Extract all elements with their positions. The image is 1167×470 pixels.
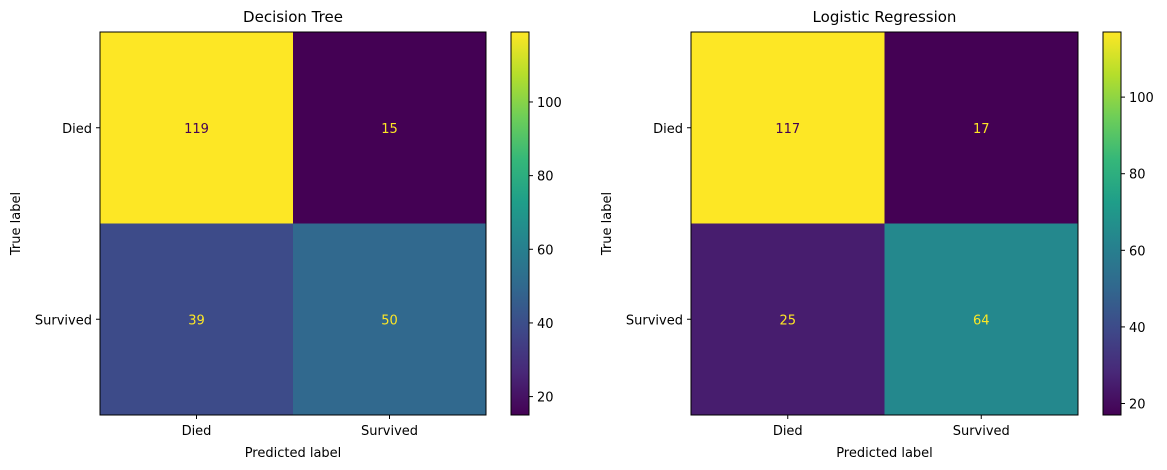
matrix-cell [884, 223, 1078, 415]
y-tick-label: Survived [626, 313, 683, 328]
colorbar [1102, 31, 1122, 416]
matrix-cell [293, 223, 486, 415]
plot-frame [99, 31, 487, 416]
colorbar-tick-label: 60 [537, 243, 554, 258]
cell-value-label: 119 [184, 122, 209, 137]
colorbar-tick-label: 100 [537, 96, 562, 111]
matrix-cell [884, 32, 1078, 224]
x-tick-label: Died [773, 424, 803, 439]
matrix-cell [100, 32, 293, 224]
cell-value-label: 64 [973, 313, 990, 328]
confusion-matrix-panel-2: 117 17 25 64 Died Survived Died Survived Logisti… [600, 8, 1154, 461]
cell-value-label: 117 [775, 122, 800, 137]
colorbar [510, 31, 530, 416]
colorbar-tick-label: 60 [1129, 244, 1146, 259]
chart-title: Logistic Regression [813, 8, 957, 26]
x-axis-label: Predicted label [836, 446, 933, 461]
y-axis-label: True label [9, 192, 24, 256]
y-tick-label: Died [653, 122, 683, 137]
colorbar-tick-label: 80 [537, 170, 554, 185]
x-tick-label: Survived [361, 424, 418, 439]
cell-value-label: 15 [381, 122, 398, 137]
cell-value-label: 50 [381, 313, 398, 328]
confusion-matrix-panel-1: 119 15 39 50 Died Survived Died Survived Decisio… [9, 8, 562, 461]
x-tick-label: Died [182, 424, 212, 439]
colorbar-tick-label: 40 [537, 317, 554, 332]
colorbar-tick-label: 40 [1129, 321, 1146, 336]
matrix-cell [293, 32, 486, 224]
cell-value-label: 17 [973, 122, 990, 137]
colorbar-tick-label: 20 [1129, 398, 1146, 413]
x-tick-label: Survived [953, 424, 1010, 439]
matrix-cell [691, 32, 885, 224]
y-tick-label: Died [62, 122, 92, 137]
colorbar-tick-label: 80 [1129, 168, 1146, 183]
plot-frame [690, 31, 1079, 416]
colorbar-tick-label: 100 [1129, 91, 1154, 106]
matrix-cell [100, 223, 293, 415]
cell-value-label: 25 [779, 313, 796, 328]
chart-title: Decision Tree [243, 8, 343, 26]
y-tick-label: Survived [35, 313, 92, 328]
y-axis-label: True label [600, 192, 615, 256]
matrix-cell [691, 223, 885, 415]
cell-value-label: 39 [188, 313, 205, 328]
x-axis-label: Predicted label [245, 446, 342, 461]
colorbar-tick-label: 20 [537, 391, 554, 406]
